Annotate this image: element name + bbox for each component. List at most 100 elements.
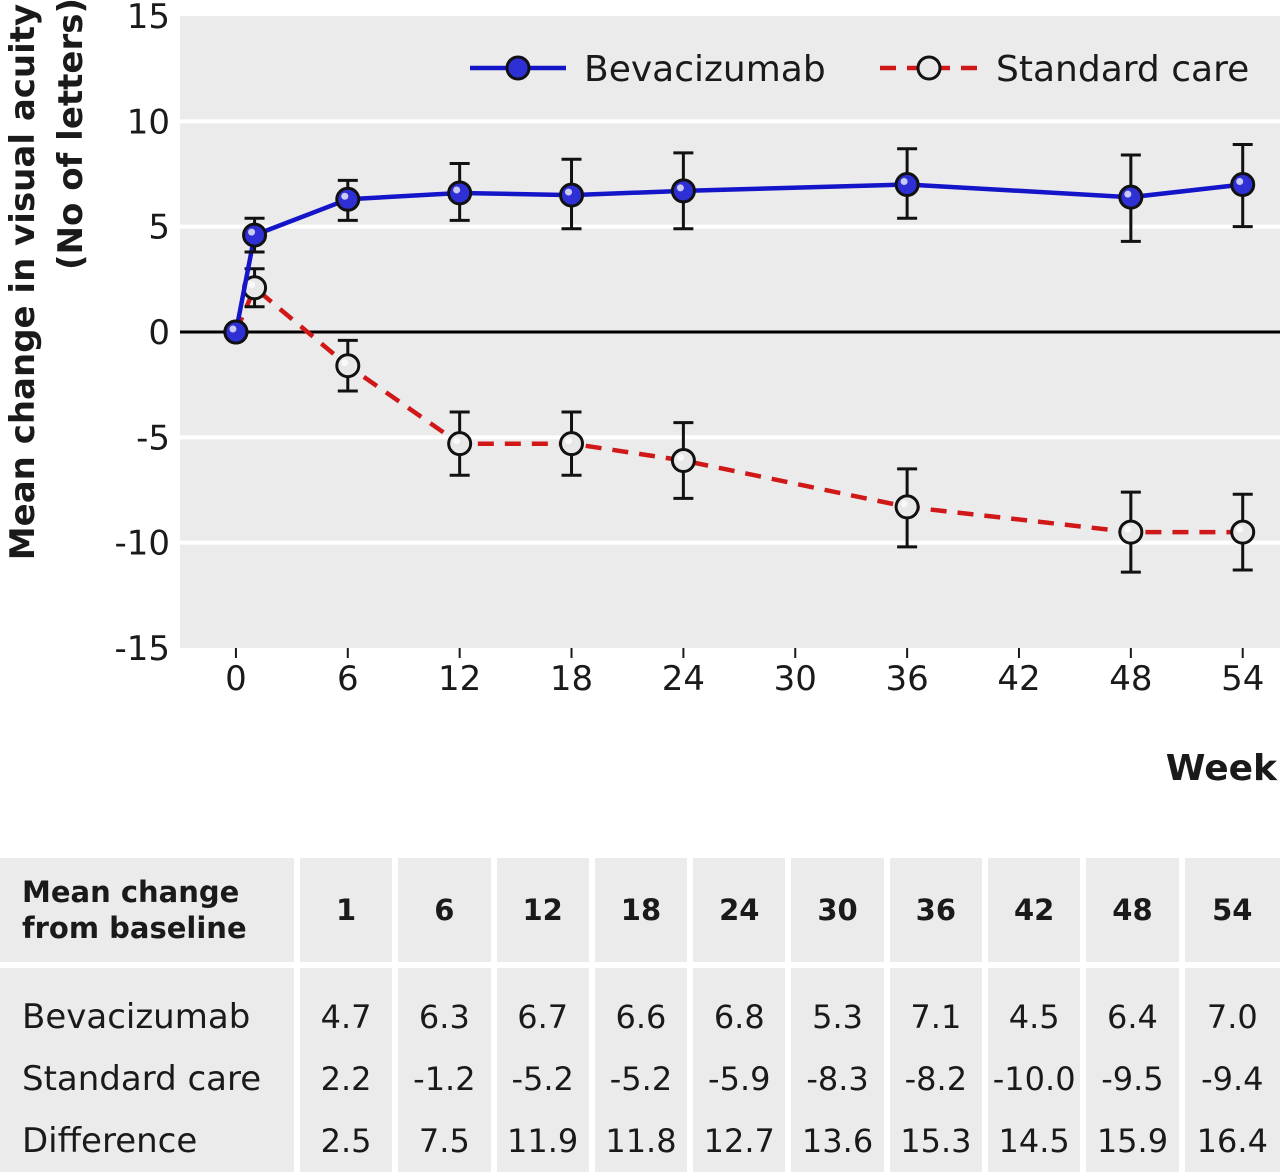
column-header: 6: [395, 858, 497, 968]
legend-label: Standard care: [996, 49, 1249, 90]
table-cell: 16.4: [1181, 1110, 1280, 1172]
data-point-highlight: [1124, 525, 1132, 533]
table-cell: -10.0: [985, 1048, 1087, 1110]
row-label: Bevacizumab: [0, 965, 300, 1048]
y-axis-label-line-2: (No of letters): [51, 0, 91, 270]
table-cell: 15.9: [1083, 1110, 1185, 1172]
x-tick-label: 24: [662, 659, 705, 699]
data-point-highlight: [248, 228, 256, 236]
table-cell: 11.8: [591, 1110, 694, 1172]
table-cell: 6.3: [395, 965, 497, 1048]
table-cell: 13.6: [788, 1110, 890, 1172]
row-label: Standard care: [0, 1048, 300, 1110]
data-point-highlight: [565, 437, 573, 445]
table-cell: 2.5: [296, 1110, 399, 1172]
table-cell: 5.3: [788, 965, 890, 1048]
table-cell: -1.2: [395, 1048, 497, 1110]
table-cell: -9.4: [1181, 1048, 1280, 1110]
table-row: Difference 2.5 7.5 11.9 11.8 12.7 13.6 15.3 14.5…: [0, 1110, 1280, 1172]
x-tick-label: 0: [225, 659, 247, 699]
table-corner-label: Mean change from baseline: [0, 858, 300, 968]
table-cell: 6.4: [1083, 965, 1185, 1048]
legend-marker: [916, 55, 942, 81]
data-point-highlight: [900, 500, 908, 508]
table-cell: -5.2: [591, 1048, 694, 1110]
table-cell: 7.5: [395, 1110, 497, 1172]
data-point-highlight: [1236, 178, 1244, 186]
table-cell: 6.6: [591, 965, 694, 1048]
x-tick-label: 30: [774, 659, 817, 699]
table-cell: 7.0: [1181, 965, 1280, 1048]
table-cell: 2.2: [296, 1048, 399, 1110]
legend-item-standard-care: Standard care: [880, 49, 1249, 90]
x-tick-label: 54: [1221, 659, 1264, 699]
data-point: [559, 182, 585, 208]
data-point-highlight: [1124, 190, 1132, 198]
data-point-highlight: [248, 281, 256, 289]
table-cell: 6.8: [690, 965, 792, 1048]
gridlines: [180, 119, 1280, 545]
row-label: Difference: [0, 1110, 300, 1172]
legend-item-bevacizumab: Bevacizumab: [470, 49, 826, 90]
summary-table: Mean change from baseline 1 6 12 18 24 3…: [0, 858, 1280, 1172]
table-cell: -8.3: [788, 1048, 890, 1110]
table-cell: 12.7: [690, 1110, 792, 1172]
y-axis-label-line-1: Mean change in visual acuity: [3, 4, 43, 560]
x-tick-label: 18: [550, 659, 593, 699]
data-point: [1118, 519, 1144, 545]
column-header: 54: [1181, 858, 1280, 968]
x-tick-label: 12: [438, 659, 481, 699]
data-point-highlight: [1236, 525, 1244, 533]
data-point: [894, 494, 920, 520]
data-point-highlight: [229, 325, 237, 333]
column-header: 48: [1083, 858, 1185, 968]
table-cell: 4.5: [985, 965, 1087, 1048]
corner-label-line-1: Mean change: [22, 875, 240, 909]
column-header: 42: [985, 858, 1087, 968]
table-cell: 11.9: [493, 1110, 595, 1172]
data-point-highlight: [676, 184, 684, 192]
table-cell: -8.2: [886, 1048, 989, 1110]
y-tick-label: -5: [136, 418, 170, 458]
data-point: [670, 448, 696, 474]
data-point: [1118, 184, 1144, 210]
table-cell: 4.7: [296, 965, 399, 1048]
x-tick-label: 48: [1109, 659, 1152, 699]
data-point: [242, 222, 268, 248]
series-layer: [223, 143, 1256, 574]
data-point-highlight: [341, 192, 349, 200]
table-row: Standard care 2.2 -1.2 -5.2 -5.2 -5.9 -8.3 -8.2…: [0, 1048, 1280, 1110]
legend: Bevacizumab Standard care: [470, 49, 1249, 90]
data-point: [670, 178, 696, 204]
y-axis-label: Mean change in visual acuity (No of lett…: [3, 0, 91, 560]
table-cell: -5.9: [690, 1048, 792, 1110]
data-point: [223, 319, 249, 345]
table-cell: -5.2: [493, 1048, 595, 1110]
data-point: [1230, 172, 1256, 198]
x-tick-label: 42: [997, 659, 1040, 699]
table-cell: -9.5: [1083, 1048, 1185, 1110]
column-header: 12: [493, 858, 595, 968]
table-row: Bevacizumab 4.7 6.3 6.7 6.6 6.8 5.3 7.1 4.5 6.4 7.…: [0, 965, 1280, 1048]
x-axis-label: Week: [1166, 748, 1278, 789]
data-point-highlight: [453, 437, 461, 445]
x-axis-ticks: 0 6 12 18 24 30 36 42 48 54: [225, 648, 1264, 699]
column-header: 24: [690, 858, 792, 968]
column-header: 1: [296, 858, 399, 968]
series-bevacizumab: [223, 143, 1256, 345]
y-tick-label: -15: [114, 629, 170, 669]
data-point: [335, 353, 361, 379]
corner-label-line-2: from baseline: [22, 911, 247, 945]
y-tick-label: 5: [148, 208, 170, 248]
legend-label: Bevacizumab: [584, 49, 826, 90]
data-point-highlight: [565, 188, 573, 196]
column-header: 18: [591, 858, 694, 968]
column-header: 36: [886, 858, 989, 968]
table-cell: 14.5: [985, 1110, 1087, 1172]
y-tick-label: 10: [127, 102, 170, 142]
data-point-highlight: [676, 454, 684, 462]
data-point-highlight: [900, 178, 908, 186]
data-point-highlight: [453, 186, 461, 194]
column-header: 30: [788, 858, 890, 968]
data-point: [447, 180, 473, 206]
